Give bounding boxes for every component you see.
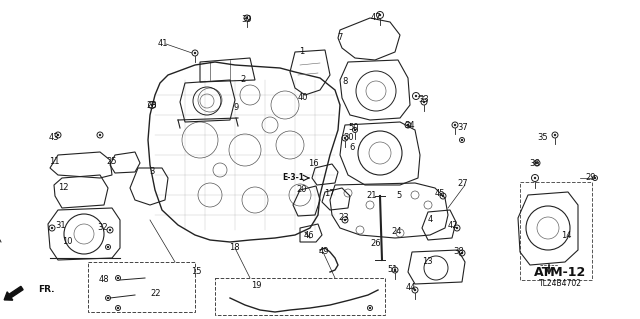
FancyArrow shape <box>4 286 23 300</box>
Circle shape <box>194 52 196 54</box>
Text: 46: 46 <box>304 232 314 241</box>
Text: 25: 25 <box>107 158 117 167</box>
Text: 13: 13 <box>422 257 432 266</box>
Text: 8: 8 <box>342 78 348 86</box>
Circle shape <box>151 104 153 106</box>
Text: 38: 38 <box>454 247 465 256</box>
Text: 17: 17 <box>324 189 334 197</box>
Circle shape <box>442 195 444 197</box>
Circle shape <box>369 307 371 309</box>
Text: 36: 36 <box>530 159 540 167</box>
Circle shape <box>536 162 538 164</box>
Text: 39: 39 <box>242 16 252 25</box>
Circle shape <box>344 137 346 139</box>
Circle shape <box>344 219 346 221</box>
Text: 11: 11 <box>49 158 60 167</box>
Circle shape <box>116 277 119 279</box>
Circle shape <box>454 124 456 126</box>
Text: 16: 16 <box>308 159 318 167</box>
Text: 48: 48 <box>99 275 109 284</box>
Text: 14: 14 <box>561 232 572 241</box>
Text: 24: 24 <box>392 226 403 235</box>
Text: 32: 32 <box>98 222 108 232</box>
Text: 21: 21 <box>367 191 377 201</box>
Circle shape <box>99 134 101 136</box>
Circle shape <box>116 307 119 309</box>
Text: ATM-12: ATM-12 <box>534 265 586 278</box>
Text: 29: 29 <box>586 174 596 182</box>
Text: 22: 22 <box>151 288 161 298</box>
Circle shape <box>407 124 409 126</box>
Text: 20: 20 <box>297 186 307 195</box>
Text: 37: 37 <box>458 123 468 132</box>
Circle shape <box>107 246 109 248</box>
Circle shape <box>423 101 425 103</box>
Text: 42: 42 <box>448 221 458 231</box>
Text: 23: 23 <box>339 213 349 222</box>
Circle shape <box>394 269 396 271</box>
Text: 9: 9 <box>234 102 239 112</box>
Text: 49: 49 <box>319 248 329 256</box>
Text: E-3-1: E-3-1 <box>282 174 304 182</box>
Text: 5: 5 <box>396 191 402 201</box>
Circle shape <box>461 139 463 141</box>
Text: 50: 50 <box>349 123 359 132</box>
Text: 15: 15 <box>191 268 201 277</box>
Circle shape <box>354 129 356 131</box>
Text: 30: 30 <box>344 133 355 143</box>
Text: 6: 6 <box>349 144 355 152</box>
Circle shape <box>415 95 417 97</box>
Circle shape <box>107 297 109 299</box>
Text: 3: 3 <box>149 167 155 175</box>
Text: 28: 28 <box>147 100 157 109</box>
Text: 26: 26 <box>371 239 381 248</box>
Circle shape <box>109 229 111 231</box>
Text: 31: 31 <box>56 220 67 229</box>
Text: 33: 33 <box>419 94 429 103</box>
Text: 40: 40 <box>298 93 308 101</box>
Text: 1: 1 <box>300 48 305 56</box>
Text: 4: 4 <box>428 214 433 224</box>
Circle shape <box>554 134 556 136</box>
Text: FR.: FR. <box>38 285 54 293</box>
Text: 44: 44 <box>406 284 416 293</box>
Text: 45: 45 <box>435 189 445 198</box>
Circle shape <box>461 252 463 254</box>
Text: 51: 51 <box>388 265 398 275</box>
Circle shape <box>456 227 458 229</box>
Text: 10: 10 <box>61 238 72 247</box>
Text: 35: 35 <box>538 132 548 142</box>
Text: 19: 19 <box>251 280 261 290</box>
Circle shape <box>51 227 53 229</box>
Circle shape <box>594 177 596 179</box>
Text: 2: 2 <box>241 76 246 85</box>
Circle shape <box>534 177 536 179</box>
Text: 34: 34 <box>404 122 415 130</box>
Text: 41: 41 <box>157 40 168 48</box>
Text: 27: 27 <box>458 179 468 188</box>
Circle shape <box>57 134 60 136</box>
Circle shape <box>414 289 416 291</box>
Text: 7: 7 <box>337 33 342 42</box>
Text: 47: 47 <box>371 12 381 21</box>
Circle shape <box>246 17 248 19</box>
Circle shape <box>379 14 381 16</box>
Text: 18: 18 <box>228 243 239 253</box>
Text: 12: 12 <box>58 182 68 191</box>
Text: 43: 43 <box>49 133 60 143</box>
Text: TL24B4702: TL24B4702 <box>538 278 582 287</box>
